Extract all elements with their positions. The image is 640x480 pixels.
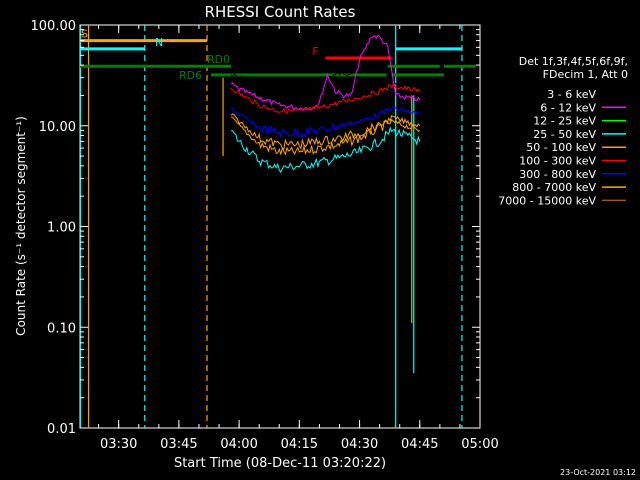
y-tick-label: 0.01 — [47, 422, 76, 437]
x-tick-label: 03:30 — [100, 437, 137, 452]
series-line — [231, 126, 421, 174]
flag-label: RD0 — [207, 53, 230, 66]
y-tick-label: 10.00 — [39, 120, 76, 135]
chart-title: RHESSI Count Rates — [205, 3, 356, 21]
legend-label: 6 - 12 keV — [540, 101, 596, 114]
y-tick-label: 100.00 — [31, 19, 77, 34]
x-axis-label: Start Time (08-Dec-11 03:20:22) — [174, 456, 386, 471]
y-tick-label: 1.00 — [47, 221, 76, 236]
x-tick-label: 03:45 — [160, 437, 197, 452]
y-axis-label: Count Rate (s⁻¹ detector segment⁻¹) — [14, 116, 28, 336]
legend-header-line-1: Det 1f,3f,4f,5f,6f,9f, — [519, 55, 628, 68]
plot-area: S N F RD0 RD6 — [79, 24, 481, 429]
flag-label: N — [155, 36, 163, 49]
x-tick-label: 04:45 — [401, 437, 438, 452]
footer-timestamp: 23-Oct-2021 03:12 — [560, 468, 636, 477]
series-line — [230, 113, 421, 150]
legend-label: 300 - 800 keV — [519, 168, 596, 181]
x-tick-label: 04:30 — [341, 437, 378, 452]
flag-label: RD6 — [179, 69, 202, 82]
x-tick-label: 05:00 — [461, 437, 498, 452]
series-line — [230, 105, 421, 139]
legend-header-line-2: FDecim 1, Att 0 — [543, 68, 628, 81]
series-line — [231, 116, 421, 156]
y-tick-label: 0.10 — [47, 321, 76, 336]
series-line — [230, 83, 421, 115]
legend: Det 1f,3f,4f,5f,6f,9f, FDecim 1, Att 0 3… — [498, 55, 628, 207]
legend-label: 50 - 100 keV — [526, 141, 596, 154]
flag-label: F — [312, 45, 318, 58]
legend-label: 100 - 300 keV — [519, 155, 596, 168]
series-line — [230, 34, 421, 111]
legend-label: 3 - 6 keV — [547, 88, 596, 101]
legend-label: 7000 - 15000 keV — [498, 194, 596, 207]
x-axis-ticks: 03:30 03:45 04:00 04:15 04:30 04:45 05:00 — [98, 25, 499, 452]
legend-label: 800 - 7000 keV — [512, 181, 596, 194]
x-tick-label: 04:00 — [220, 437, 257, 452]
legend-label: 25 - 50 keV — [533, 128, 596, 141]
x-tick-label: 04:15 — [281, 437, 318, 452]
legend-label: 12 - 25 keV — [533, 115, 596, 128]
y-axis-ticks: 0.01 0.10 1.00 10.00 100.00 — [31, 19, 480, 437]
flag-label: S — [81, 28, 88, 41]
